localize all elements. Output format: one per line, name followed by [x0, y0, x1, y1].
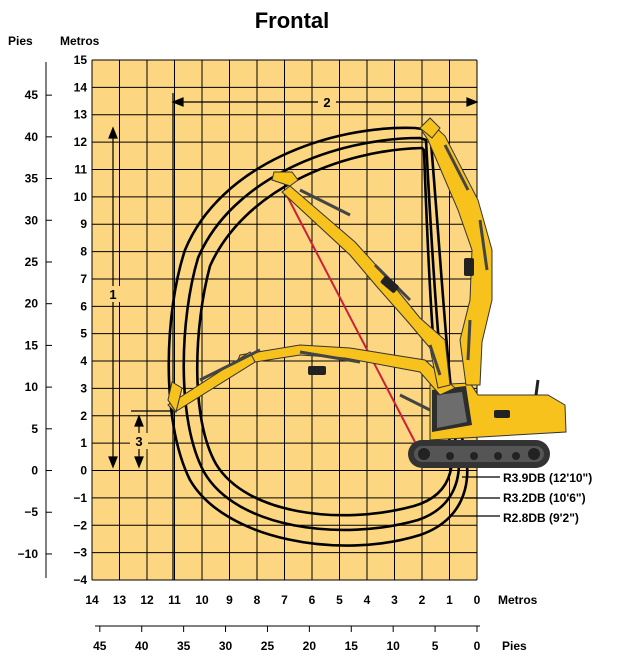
bottom-meter-tick-label: 10 — [195, 593, 209, 607]
left-feet-tick-label: 20 — [25, 297, 39, 311]
dimension-3-label: 3 — [135, 434, 142, 449]
bottom-meter-tick-label: 11 — [168, 593, 181, 607]
bottom-meter-tick-label: 13 — [113, 593, 127, 607]
bottom-feet-tick-label: 25 — [261, 639, 275, 653]
left-meter-tick-label: 12 — [74, 135, 88, 149]
left-meter-tick-label: −2 — [73, 518, 87, 532]
legend-item-r28db: R2.8DB (9'2") — [503, 511, 579, 525]
legend-item-r39db: R3.9DB (12'10") — [503, 471, 592, 485]
bottom-feet-tick-label: 30 — [219, 639, 233, 653]
left-meter-tick-label: 6 — [80, 299, 87, 313]
bottom-feet-axis-label: Pies — [502, 639, 527, 653]
left-feet-tick-label: 40 — [25, 130, 39, 144]
left-feet-tick-label: 15 — [25, 338, 39, 352]
left-feet-axis-label: Pies — [8, 34, 33, 48]
bottom-meter-tick-label: 2 — [419, 593, 426, 607]
left-feet-tick-label: −5 — [24, 505, 38, 519]
bottom-meter-tick-label: 12 — [140, 593, 154, 607]
legend — [450, 476, 500, 517]
left-meter-tick-label: 4 — [80, 354, 87, 368]
left-meter-tick-label: −1 — [73, 491, 87, 505]
left-meter-tick-label: −4 — [73, 573, 87, 587]
left-feet-tick-label: 35 — [25, 172, 39, 186]
left-meter-tick-label: 14 — [74, 80, 88, 94]
bottom-feet-tick-label: 0 — [474, 639, 481, 653]
bottom-meter-tick-label: 9 — [226, 593, 233, 607]
left-feet-tick-label: 5 — [31, 422, 38, 436]
left-meter-tick-label: 7 — [80, 272, 87, 286]
dimension-2-label: 2 — [323, 95, 330, 110]
left-meter-tick-label: 2 — [80, 409, 87, 423]
bottom-feet-tick-label: 35 — [177, 639, 191, 653]
left-meter-tick-label: 3 — [80, 381, 87, 395]
bottom-meter-tick-label: 7 — [281, 593, 288, 607]
bottom-feet-tick-label: 45 — [93, 639, 107, 653]
left-meter-tick-label: 1 — [80, 436, 87, 450]
chart-title: Frontal — [255, 8, 330, 33]
bottom-meter-tick-label: 5 — [336, 593, 343, 607]
bottom-meter-tick-label: 8 — [254, 593, 261, 607]
bottom-feet-tick-label: 10 — [387, 639, 401, 653]
left-meter-tick-label: 9 — [80, 217, 87, 231]
bottom-meter-tick-label: 14 — [85, 593, 99, 607]
bottom-meter-ticks: 14 13 12 11 10 9 8 7 6 5 4 3 2 1 0 — [85, 593, 480, 607]
left-meter-tick-label: 10 — [74, 190, 88, 204]
bottom-meter-tick-label: 1 — [446, 593, 453, 607]
bottom-feet-ticks: 45 40 35 30 25 20 15 10 5 0 — [93, 626, 481, 653]
dimension-1-label: 1 — [109, 287, 116, 302]
left-feet-tick-label: 0 — [31, 464, 38, 478]
left-meter-tick-label: 11 — [74, 162, 87, 176]
left-meter-tick-label: 5 — [80, 327, 87, 341]
left-meter-tick-label: 0 — [80, 464, 87, 478]
left-meter-tick-label: 8 — [80, 245, 87, 259]
left-feet-tick-label: 45 — [25, 88, 39, 102]
bottom-feet-tick-label: 5 — [432, 639, 439, 653]
envelope-outer — [167, 126, 469, 547]
max-reach-line — [283, 189, 416, 443]
left-feet-tick-label: 10 — [25, 380, 39, 394]
legend-item-r32db: R3.2DB (10'6") — [503, 491, 586, 505]
left-meter-tick-label: 13 — [74, 108, 88, 122]
left-feet-tick-label: 30 — [25, 213, 39, 227]
boom-raised — [419, 117, 493, 386]
bottom-meters-axis-label: Metros — [498, 593, 538, 607]
bottom-feet-tick-label: 20 — [303, 639, 317, 653]
left-meter-tick-label: −3 — [73, 546, 87, 560]
excavator-illustration — [167, 117, 567, 468]
bottom-feet-tick-label: 40 — [135, 639, 149, 653]
bottom-meter-tick-label: 4 — [364, 593, 371, 607]
left-feet-tick-label: −10 — [18, 547, 39, 561]
track-undercarriage — [408, 440, 550, 468]
bottom-meter-tick-label: 3 — [391, 593, 398, 607]
left-meter-tick-label: 15 — [74, 53, 88, 67]
boom-mid — [271, 171, 451, 389]
boom-lowered — [167, 344, 456, 414]
left-feet-tick-label: 25 — [25, 255, 39, 269]
left-meters-axis-label: Metros — [60, 34, 100, 48]
bottom-meter-tick-label: 6 — [309, 593, 316, 607]
bottom-meter-tick-label: 0 — [474, 593, 481, 607]
bottom-feet-tick-label: 15 — [345, 639, 359, 653]
left-feet-ticks: 45 40 35 30 25 20 15 10 5 0 −5 −10 — [18, 88, 52, 561]
